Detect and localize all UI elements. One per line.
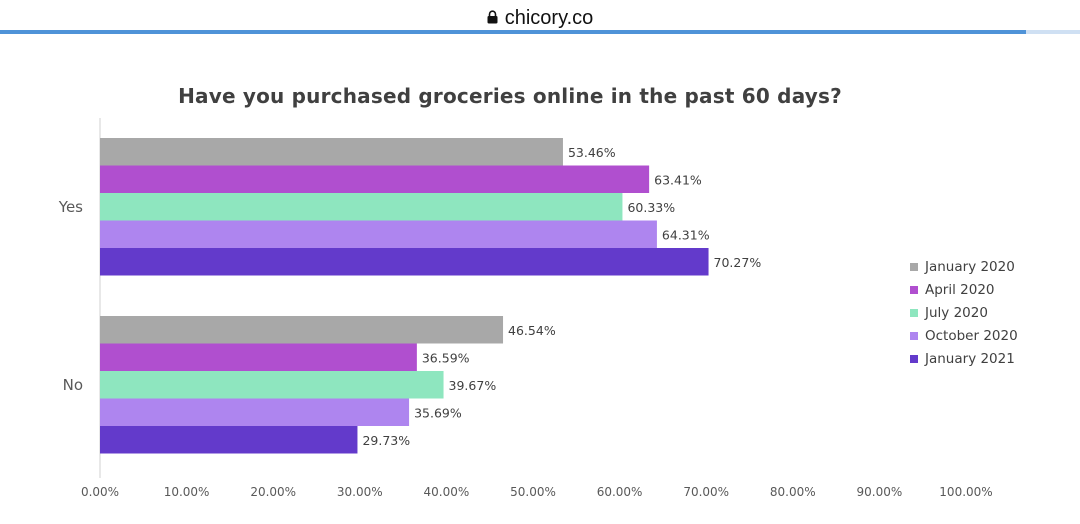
legend-item: July 2020 bbox=[910, 301, 1018, 324]
legend-label: July 2020 bbox=[925, 304, 988, 321]
bar-yes-3 bbox=[100, 220, 657, 248]
data-label: 36.59% bbox=[422, 350, 470, 365]
x-tick-label: 80.00% bbox=[770, 485, 816, 499]
data-label: 29.73% bbox=[362, 433, 410, 448]
data-label: 35.69% bbox=[414, 405, 462, 420]
bar-no-1 bbox=[100, 343, 417, 371]
x-tick-label: 0.00% bbox=[81, 485, 119, 499]
bar-no-3 bbox=[100, 398, 410, 426]
x-tick-label: 10.00% bbox=[164, 485, 210, 499]
legend-item: January 2020 bbox=[910, 255, 1018, 278]
bar-yes-4 bbox=[100, 248, 709, 276]
x-tick-label: 90.00% bbox=[857, 485, 903, 499]
legend-label: April 2020 bbox=[925, 281, 995, 298]
data-label: 70.27% bbox=[714, 255, 762, 270]
legend-item: October 2020 bbox=[910, 324, 1018, 347]
page-load-progress-fill bbox=[0, 30, 1026, 34]
bar-no-2 bbox=[100, 371, 444, 399]
bar-no-0 bbox=[100, 316, 504, 344]
data-label: 53.46% bbox=[568, 145, 616, 160]
lock-icon bbox=[487, 10, 498, 24]
data-label: 64.31% bbox=[662, 227, 710, 242]
category-label: No bbox=[63, 376, 83, 394]
legend-item: January 2021 bbox=[910, 347, 1018, 370]
data-label: 46.54% bbox=[508, 323, 556, 338]
legend-swatch bbox=[910, 262, 918, 271]
x-tick-label: 40.00% bbox=[424, 485, 470, 499]
data-label: 63.41% bbox=[654, 172, 702, 187]
x-tick-label: 60.00% bbox=[597, 485, 643, 499]
bar-no-4 bbox=[100, 426, 358, 454]
legend-swatch bbox=[910, 354, 918, 363]
x-tick-label: 70.00% bbox=[683, 485, 729, 499]
data-label: 60.33% bbox=[627, 200, 675, 215]
bar-yes-2 bbox=[100, 193, 623, 221]
legend-swatch bbox=[910, 331, 918, 340]
legend-label: January 2021 bbox=[925, 350, 1015, 367]
x-tick-label: 20.00% bbox=[250, 485, 296, 499]
bar-yes-1 bbox=[100, 165, 650, 193]
legend-item: April 2020 bbox=[910, 278, 1018, 301]
legend-swatch bbox=[910, 308, 918, 317]
legend-label: October 2020 bbox=[925, 327, 1018, 344]
bar-yes-0 bbox=[100, 138, 563, 166]
page-load-progress bbox=[0, 30, 1080, 34]
x-tick-label: 30.00% bbox=[337, 485, 383, 499]
legend-swatch bbox=[910, 285, 918, 294]
chart-legend: January 2020 April 2020 July 2020 October 2… bbox=[910, 255, 1018, 370]
x-tick-label: 100.00% bbox=[939, 485, 992, 499]
chart-title: Have you purchased groceries online in t… bbox=[178, 84, 842, 108]
category-label: Yes bbox=[58, 198, 83, 216]
data-label: 39.67% bbox=[449, 378, 497, 393]
legend-label: January 2020 bbox=[925, 258, 1015, 275]
x-tick-label: 50.00% bbox=[510, 485, 556, 499]
browser-address-bar[interactable]: chicory.co bbox=[0, 0, 1080, 36]
url-text: chicory.co bbox=[504, 6, 594, 29]
